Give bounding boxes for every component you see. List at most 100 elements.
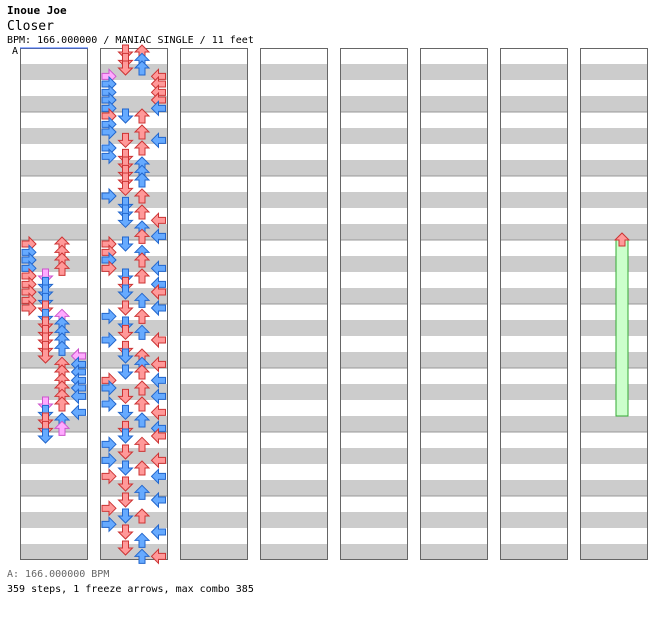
- beat-stripe: [260, 320, 328, 336]
- down-arrow: [117, 444, 134, 460]
- right-arrow: [150, 548, 166, 565]
- beat-stripe: [580, 224, 648, 240]
- beat-stripe: [420, 416, 488, 432]
- beat-stripe: [500, 416, 568, 432]
- up-arrow: [133, 396, 151, 412]
- up-arrow: [133, 460, 151, 476]
- beat-stripe: [20, 544, 88, 560]
- right-arrow: [150, 331, 166, 349]
- beat-stripe: [340, 448, 408, 464]
- up-arrow: [53, 420, 71, 436]
- down-arrow: [117, 460, 134, 476]
- beat-stripe: [20, 160, 88, 176]
- beat-stripe: [420, 64, 488, 80]
- beat-stripe: [340, 160, 408, 176]
- beat-stripe: [420, 192, 488, 208]
- beat-stripe: [580, 448, 648, 464]
- column-border: [100, 48, 168, 560]
- beat-stripe: [180, 96, 248, 112]
- column-border: [340, 48, 408, 560]
- left-arrow: [101, 436, 117, 453]
- beat-stripe: [180, 384, 248, 400]
- beat-stripe: [20, 320, 88, 336]
- right-arrow: [150, 299, 166, 317]
- beat-stripe: [260, 288, 328, 304]
- beat-stripe: [420, 160, 488, 176]
- up-arrow: [133, 108, 151, 124]
- chart-info: BPM: 166.000000 / MANIAC SINGLE / 11 fee…: [7, 35, 254, 46]
- beat-stripe: [580, 192, 648, 208]
- down-arrow: [37, 348, 54, 364]
- beat-stripe: [20, 416, 88, 432]
- up-arrow: [133, 124, 151, 140]
- freeze-head-arrow: [613, 232, 631, 247]
- beat-stripe: [180, 544, 248, 560]
- right-arrow: [150, 372, 166, 389]
- beat-stripe: [260, 512, 328, 528]
- beat-stripe: [180, 448, 248, 464]
- beat-stripe: [20, 256, 88, 272]
- up-arrow: [133, 140, 151, 156]
- beat-stripe: [340, 288, 408, 304]
- beat-stripe: [180, 224, 248, 240]
- beat-stripe: [580, 288, 648, 304]
- down-arrow: [117, 476, 134, 492]
- right-arrow: [150, 228, 166, 245]
- freeze-arrow: [615, 239, 629, 417]
- beat-stripe: [580, 544, 648, 560]
- up-arrow: [133, 380, 151, 396]
- up-arrow: [133, 292, 151, 308]
- beat-stripe: [420, 128, 488, 144]
- beat-stripe: [580, 512, 648, 528]
- right-arrow: [70, 388, 86, 405]
- column-border: [500, 48, 568, 560]
- beat-stripe: [500, 320, 568, 336]
- right-arrow: [70, 404, 86, 421]
- down-arrow: [117, 236, 134, 252]
- beat-stripe: [100, 64, 168, 80]
- bpm-marker: A: [12, 46, 19, 57]
- beat-stripe: [100, 128, 168, 144]
- up-arrow: [53, 260, 71, 276]
- beat-stripe: [100, 416, 168, 432]
- beat-stripe: [260, 352, 328, 368]
- beat-stripe: [420, 224, 488, 240]
- down-arrow: [117, 212, 134, 229]
- left-arrow: [21, 299, 37, 317]
- up-arrow: [133, 60, 151, 76]
- beat-stripe: [420, 512, 488, 528]
- beat-stripe: [180, 128, 248, 144]
- down-arrow: [117, 364, 134, 380]
- left-arrow: [101, 516, 117, 533]
- beat-stripe: [420, 96, 488, 112]
- beat-stripe: [100, 352, 168, 368]
- beat-stripe: [260, 448, 328, 464]
- right-arrow: [150, 100, 166, 117]
- beat-stripe: [580, 64, 648, 80]
- down-arrow: [117, 132, 134, 149]
- beat-stripe: [100, 160, 168, 176]
- beat-stripe: [580, 352, 648, 368]
- beat-stripe: [260, 64, 328, 80]
- beat-stripe: [100, 544, 168, 560]
- beat-stripe: [340, 352, 408, 368]
- beat-stripe: [20, 128, 88, 144]
- beat-stripe: [260, 96, 328, 112]
- up-arrow: [133, 188, 151, 204]
- down-arrow: [117, 180, 134, 197]
- beat-stripe: [420, 448, 488, 464]
- column-border: [420, 48, 488, 560]
- beat-stripe: [420, 288, 488, 304]
- right-arrow: [150, 468, 166, 485]
- beat-stripe: [580, 416, 648, 432]
- beat-stripe: [500, 352, 568, 368]
- beat-stripe: [180, 320, 248, 336]
- down-arrow: [117, 508, 134, 524]
- beat-stripe: [580, 384, 648, 400]
- left-arrow: [101, 395, 117, 413]
- beat-stripe: [580, 480, 648, 496]
- beat-stripe: [340, 544, 408, 560]
- beat-stripe: [20, 448, 88, 464]
- beat-stripe: [260, 256, 328, 272]
- song-title: Closer: [7, 19, 54, 34]
